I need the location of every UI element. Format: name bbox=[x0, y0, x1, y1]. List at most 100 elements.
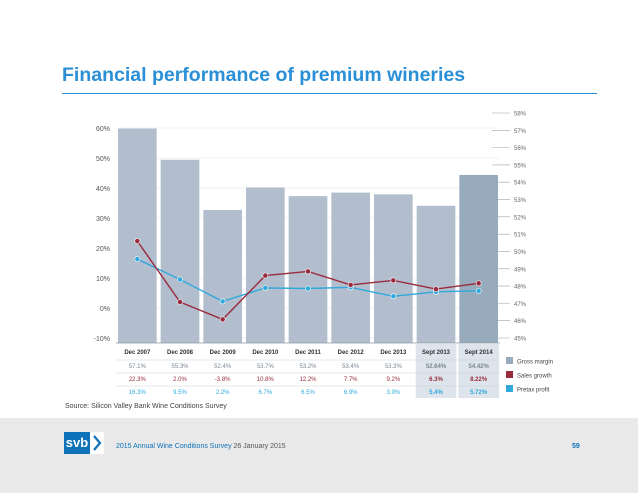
point-pretax-profit bbox=[134, 256, 141, 262]
data-label-gross-margin: 53.7% bbox=[257, 364, 275, 370]
data-label-pretax-profit: 5.72% bbox=[470, 390, 488, 396]
right-axis-tick-label: 46% bbox=[514, 319, 527, 325]
left-axis-tick-label: 20% bbox=[96, 246, 110, 253]
footer-text: 2015 Annual Wine Conditions Survey 26 Ja… bbox=[116, 443, 286, 450]
logo-text: svb bbox=[64, 432, 90, 454]
bar-gross-margin bbox=[416, 205, 456, 343]
data-label-gross-margin: 54.42% bbox=[468, 364, 489, 370]
data-label-sales-growth: 8.22% bbox=[470, 377, 488, 383]
left-axis-tick-label: -10% bbox=[94, 336, 110, 343]
point-sales-growth bbox=[347, 281, 354, 288]
data-label-pretax-profit: 2.2% bbox=[216, 390, 230, 396]
point-pretax-profit bbox=[262, 284, 269, 291]
highlight-column-bg bbox=[458, 344, 499, 398]
left-axis-tick-label: 50% bbox=[96, 156, 110, 163]
page-number: 59 bbox=[572, 443, 580, 450]
bar-gross-margin bbox=[160, 159, 200, 343]
point-sales-growth bbox=[305, 268, 311, 275]
data-label-gross-margin: 55.3% bbox=[171, 364, 189, 370]
point-sales-growth bbox=[219, 316, 226, 323]
category-label: Dec 2007 bbox=[124, 350, 151, 356]
bar-gross-margin bbox=[374, 194, 413, 343]
legend-label: Gross margin bbox=[517, 360, 553, 366]
legend-swatch bbox=[506, 357, 513, 364]
point-sales-growth bbox=[262, 272, 269, 279]
right-axis-tick-label: 58% bbox=[514, 112, 527, 118]
data-label-pretax-profit: 3.9% bbox=[386, 390, 400, 396]
data-label-sales-growth: 22.3% bbox=[129, 377, 147, 383]
bar-gross-margin bbox=[246, 187, 285, 343]
data-label-sales-growth: 7.7% bbox=[344, 377, 358, 383]
point-sales-growth bbox=[475, 280, 482, 287]
data-label-gross-margin: 52.64% bbox=[426, 364, 447, 370]
data-label-gross-margin: 53.2% bbox=[299, 364, 317, 370]
category-label: Dec 2009 bbox=[210, 350, 237, 356]
right-axis-tick-label: 51% bbox=[514, 233, 527, 239]
category-label: Dec 2010 bbox=[252, 350, 279, 356]
data-label-sales-growth: -3.8% bbox=[215, 377, 231, 383]
right-axis-tick-label: 48% bbox=[514, 285, 527, 291]
data-label-sales-growth: 2.0% bbox=[173, 377, 187, 383]
data-label-gross-margin: 52.4% bbox=[214, 364, 232, 370]
point-pretax-profit bbox=[219, 298, 226, 305]
source-note: Source: Silicon Valley Bank Wine Conditi… bbox=[65, 403, 227, 410]
bar-gross-margin bbox=[203, 209, 242, 343]
data-label-pretax-profit: 6.9% bbox=[344, 390, 358, 396]
data-label-pretax-profit: 6.5% bbox=[301, 390, 315, 396]
category-label: Dec 2013 bbox=[380, 350, 407, 356]
right-axis-tick-label: 55% bbox=[514, 163, 527, 169]
right-axis-tick-label: 53% bbox=[514, 198, 527, 204]
page-title: Financial performance of premium winerie… bbox=[62, 64, 466, 86]
left-axis-tick-label: 0% bbox=[100, 306, 110, 313]
svb-logo: svb bbox=[64, 432, 104, 454]
point-pretax-profit bbox=[177, 276, 183, 283]
highlight-column-bg bbox=[415, 344, 457, 398]
legend-swatch bbox=[506, 371, 513, 378]
point-pretax-profit bbox=[475, 287, 482, 294]
data-label-sales-growth: 9.2% bbox=[386, 377, 400, 383]
left-axis-tick-label: 60% bbox=[96, 126, 110, 133]
right-axis-tick-label: 57% bbox=[514, 129, 527, 135]
legend-swatch bbox=[506, 385, 513, 392]
financial-performance-chart: 60% 50% 40% 30% 20% 10% 0% -10% 58% 57% 56% 55% 54%… bbox=[94, 112, 553, 398]
left-axis-tick-label: 30% bbox=[96, 216, 110, 223]
data-label-pretax-profit: 9.5% bbox=[173, 390, 187, 396]
point-pretax-profit bbox=[390, 293, 397, 300]
bar-gross-margin bbox=[331, 192, 370, 343]
data-label-sales-growth: 12.2% bbox=[299, 377, 317, 383]
data-label-gross-margin: 57.1% bbox=[129, 364, 147, 370]
data-label-gross-margin: 53.4% bbox=[342, 364, 360, 370]
data-label-gross-margin: 53.3% bbox=[385, 364, 403, 370]
left-axis-tick-label: 10% bbox=[96, 276, 110, 283]
right-axis-tick-label: 52% bbox=[514, 215, 527, 221]
data-label-pretax-profit: 5.4% bbox=[429, 390, 443, 396]
right-axis-tick-label: 49% bbox=[514, 267, 527, 273]
category-label: Sept 2013 bbox=[422, 350, 451, 356]
point-sales-growth bbox=[390, 277, 397, 284]
point-pretax-profit bbox=[305, 285, 311, 292]
point-sales-growth bbox=[177, 299, 183, 305]
footer-bar bbox=[0, 418, 638, 493]
right-axis-tick-label: 47% bbox=[514, 302, 527, 308]
footer-date: 26 January 2015 bbox=[233, 443, 286, 450]
left-axis-tick-label: 40% bbox=[96, 186, 110, 193]
point-sales-growth bbox=[134, 238, 141, 244]
legend-label: Sales growth bbox=[517, 374, 552, 380]
title-divider bbox=[62, 93, 597, 94]
point-sales-growth bbox=[433, 286, 439, 292]
right-axis-tick-label: 50% bbox=[514, 250, 527, 256]
data-label-sales-growth: 10.8% bbox=[257, 377, 275, 383]
category-label: Dec 2008 bbox=[167, 350, 194, 356]
legend-label: Pretax profit bbox=[517, 388, 550, 394]
category-label: Dec 2012 bbox=[338, 350, 365, 356]
data-label-pretax-profit: 6.7% bbox=[258, 390, 272, 396]
right-axis-tick-label: 56% bbox=[514, 146, 527, 152]
data-label-sales-growth: 6.3% bbox=[429, 377, 443, 383]
data-label-pretax-profit: 16.3% bbox=[129, 390, 147, 396]
chevron-right-icon bbox=[90, 432, 104, 454]
bar-gross-margin bbox=[118, 128, 157, 343]
bar-gross-margin bbox=[459, 174, 498, 343]
category-label: Dec 2011 bbox=[295, 350, 321, 356]
right-axis-tick-label: 45% bbox=[514, 337, 527, 343]
category-label: Sept 2014 bbox=[465, 350, 494, 356]
